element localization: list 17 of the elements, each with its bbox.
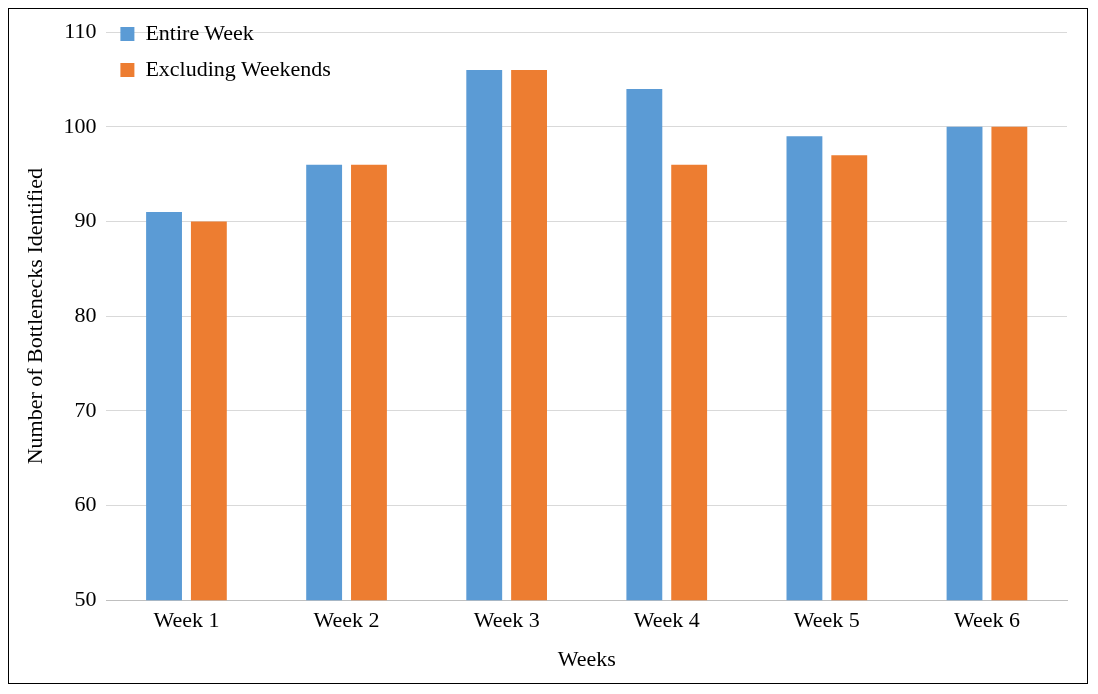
y-tick-label: 80 xyxy=(74,301,97,327)
y-tick-label: 70 xyxy=(74,396,97,422)
legend-label: Entire Week xyxy=(145,19,254,45)
y-axis-title: Number of Bottlenecks Identified xyxy=(21,168,47,465)
y-tick-label: 110 xyxy=(64,17,97,43)
x-tick-label: Week 3 xyxy=(473,607,540,633)
x-tick-label: Week 5 xyxy=(793,607,860,633)
x-tick-label: Week 2 xyxy=(313,607,380,633)
y-tick-label: 50 xyxy=(74,585,97,611)
x-tick-label: Week 1 xyxy=(153,607,220,633)
x-axis-title: Weeks xyxy=(557,645,616,671)
x-tick-label: Week 6 xyxy=(953,607,1020,633)
y-tick-label: 100 xyxy=(63,112,97,138)
x-tick-label: Week 4 xyxy=(633,607,700,633)
y-tick-label: 90 xyxy=(74,207,97,233)
y-tick-label: 60 xyxy=(74,491,97,517)
legend-label: Excluding Weekends xyxy=(145,55,331,81)
